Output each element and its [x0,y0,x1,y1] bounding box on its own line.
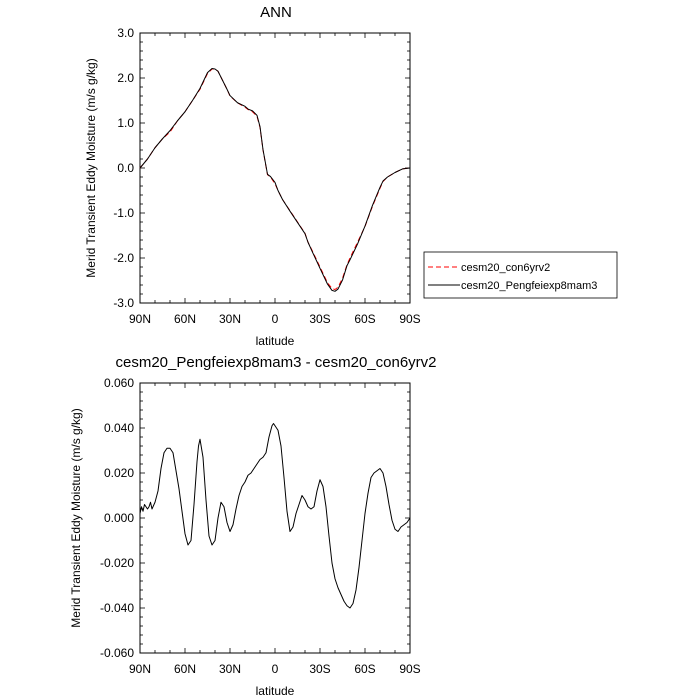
bottom-series-line-1 [139,423,411,609]
top-x-tick-label: 90S [399,312,420,326]
bottom-x-tick-label: 60S [354,662,375,676]
legend-label-series-1: cesm20_con6yrv2 [461,262,550,274]
top-series-group [139,68,411,292]
top-y-tick-label: 3.0 [117,26,134,40]
legend-box [423,251,618,299]
bottom-x-tick-label: 60N [174,662,196,676]
bottom-y-tick-label: 0.040 [104,421,134,435]
bottom-y-tick-label: -0.060 [100,646,134,660]
top-x-axis-label: latitude [256,334,295,348]
top-y-axis-label: Merid Transient Eddy Moisture (m/s g/kg) [84,58,98,277]
bottom-x-tick-label: 30S [309,662,330,676]
top-x-tick-label: 90N [129,312,151,326]
top-y-tick-label: 2.0 [117,71,134,85]
bottom-y-tick-label: 0.000 [104,511,134,525]
bottom-series-group [139,423,411,609]
top-chart-title: ANN [260,4,292,21]
top-y-tick-label: -1.0 [113,206,134,220]
bottom-x-tick-label: 30N [219,662,241,676]
bottom-y-axis-label: Merid Transient Eddy Moisture (m/s g/kg) [69,408,83,627]
top-y-axis: 3.0 2.0 1.0 0.0 -1.0 -2.0 -3.0 [113,26,410,310]
legend: cesm20_con6yrv2 cesm20_Pengfeiexp8mam3 [423,251,618,299]
top-y-tick-label: -3.0 [113,296,134,310]
bottom-y-tick-label: 0.020 [104,466,134,480]
top-x-tick-label: 0 [272,312,279,326]
top-y-tick-label: 0.0 [117,161,134,175]
bottom-y-tick-label: 0.060 [104,376,134,390]
top-x-axis: 90N 60N 30N 0 30S 60S 90S [129,33,421,326]
top-x-tick-label: 60S [354,312,375,326]
top-x-tick-label: 30S [309,312,330,326]
bottom-x-tick-label: 90S [399,662,420,676]
bottom-y-tick-label: -0.020 [100,556,134,570]
top-series-line-1 [139,68,411,290]
top-y-tick-label: 1.0 [117,116,134,130]
top-x-tick-label: 30N [219,312,241,326]
bottom-y-tick-label: -0.040 [100,601,134,615]
bottom-panel: cesm20_Pengfeiexp8mam3 - cesm20_con6yrv2… [69,354,437,698]
legend-label-series-2: cesm20_Pengfeiexp8mam3 [461,280,597,292]
bottom-chart-title: cesm20_Pengfeiexp8mam3 - cesm20_con6yrv2 [116,354,437,371]
bottom-x-axis-label: latitude [256,684,295,698]
bottom-x-axis: 90N 60N 30N 0 30S 60S 90S [129,383,421,676]
top-y-tick-label: -2.0 [113,251,134,265]
bottom-x-tick-label: 0 [272,662,279,676]
top-x-tick-label: 60N [174,312,196,326]
bottom-y-axis: 0.060 0.040 0.020 0.000 -0.020 -0.040 -0.060 [100,376,410,660]
top-series-line-2 [139,68,411,292]
top-panel: ANN 90N 60N 30N 0 30S 60S 90S 3.0 2.0 1.0 0.0 -1.0… [84,4,618,348]
bottom-x-tick-label: 90N [129,662,151,676]
